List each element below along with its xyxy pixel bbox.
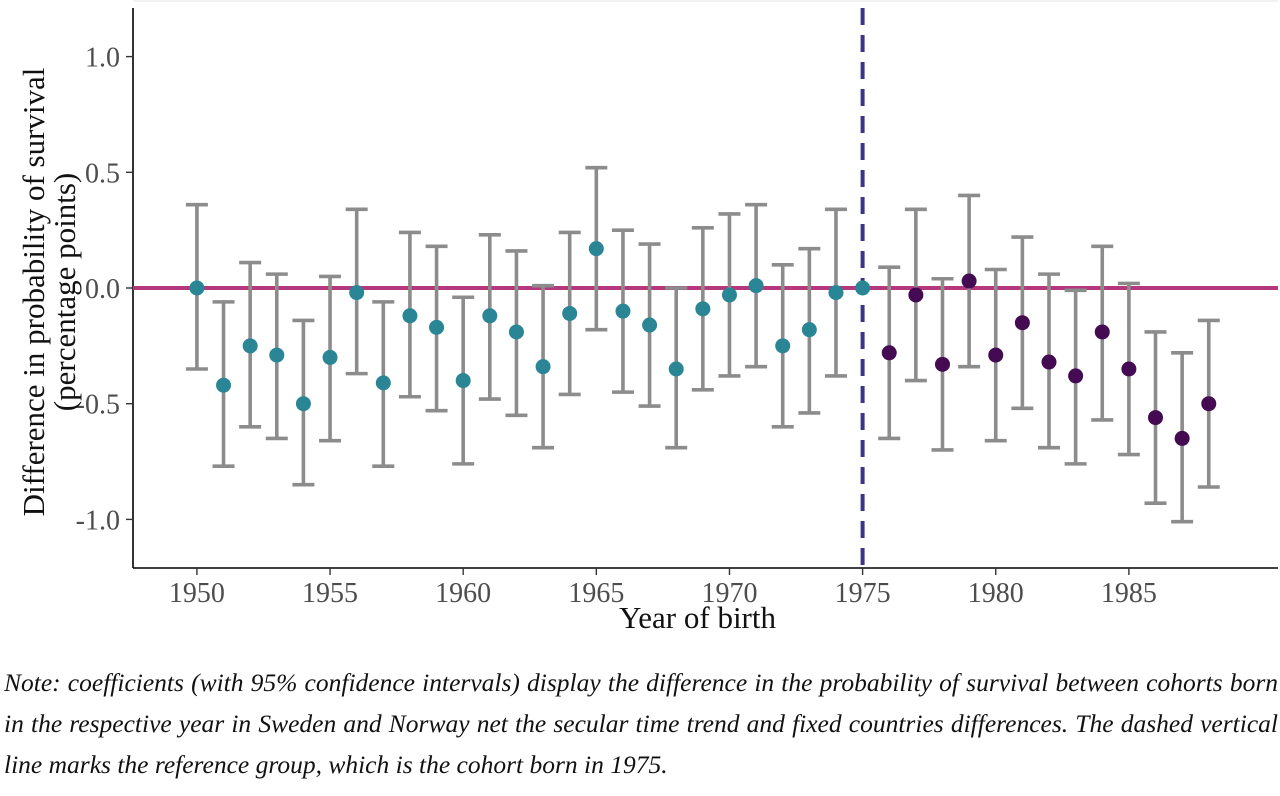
coefficient-point [642, 317, 658, 333]
coefficient-point [1148, 410, 1164, 426]
axis-labels: Year of birth Difference in probability o… [16, 68, 776, 635]
coefficient-point [588, 241, 604, 257]
y-tick-label: 1.0 [85, 43, 120, 74]
x-tick-label: 1950 [169, 578, 225, 609]
x-axis-title: Year of birth [619, 600, 776, 635]
x-tick-label: 1970 [701, 578, 757, 609]
coefficient-point [349, 285, 365, 301]
coefficient-point [934, 356, 950, 372]
error-bars [185, 165, 1220, 524]
axes: 1950 1955 1960 1965 1970 1975 1980 1985 1.0 0.5 0.… [76, 0, 1278, 609]
coefficient-point [535, 359, 551, 375]
coefficient-point [429, 319, 445, 335]
coefficient-point [1174, 430, 1190, 446]
y-tick-label: 0.0 [85, 274, 120, 305]
y-tick-label: -1.0 [76, 505, 120, 536]
coefficient-points [189, 241, 1217, 446]
coefficient-point [908, 287, 924, 303]
figure-note: Note: coefficients (with 95% confidence … [4, 668, 1278, 779]
coefficient-point [402, 308, 418, 324]
x-tick-label: 1955 [302, 578, 358, 609]
coefficient-point [375, 375, 391, 391]
coefficient-point [455, 373, 471, 389]
coefficient-point [482, 308, 498, 324]
coefficient-chart: 1950 1955 1960 1965 1970 1975 1980 1985 1.0 0.5 0.… [16, 0, 1278, 635]
x-tick-label: 1975 [835, 578, 891, 609]
coefficient-point [695, 301, 711, 317]
y-tick-label: 0.5 [85, 158, 120, 189]
coefficient-point [988, 347, 1004, 363]
coefficient-point [828, 285, 844, 301]
y-axis-title-line1: Difference in probability of survival [16, 68, 51, 517]
coefficient-point [322, 349, 338, 365]
x-tick-label: 1965 [568, 578, 624, 609]
coefficient-point [189, 280, 205, 296]
coefficient-point [1201, 396, 1217, 412]
chart-container: 1950 1955 1960 1965 1970 1975 1980 1985 1.0 0.5 0.… [16, 0, 1278, 635]
coefficient-point [668, 361, 684, 377]
coefficient-point [775, 338, 791, 354]
x-tick-label: 1985 [1101, 578, 1157, 609]
coefficient-point [855, 280, 871, 296]
coefficient-point [1094, 324, 1110, 340]
coefficient-point [562, 305, 578, 321]
coefficient-point [748, 278, 764, 294]
coefficient-point [881, 345, 897, 361]
coefficient-point [508, 324, 524, 340]
x-tick-label: 1960 [435, 578, 491, 609]
y-axis-title-line2: (percentage points) [47, 173, 82, 411]
coefficient-point [216, 377, 232, 393]
coefficient-point [1041, 354, 1057, 370]
coefficient-point [1014, 315, 1030, 331]
y-tick-label: -0.5 [76, 390, 120, 421]
coefficient-point [961, 273, 977, 289]
coefficient-point [721, 287, 737, 303]
coefficient-point [801, 322, 817, 338]
x-tick-label: 1980 [968, 578, 1024, 609]
coefficient-point [1068, 368, 1084, 384]
coefficient-point [269, 347, 285, 363]
coefficient-point [242, 338, 258, 354]
coefficient-point [615, 303, 631, 319]
coefficient-point [1121, 361, 1137, 377]
coefficient-point [295, 396, 311, 412]
